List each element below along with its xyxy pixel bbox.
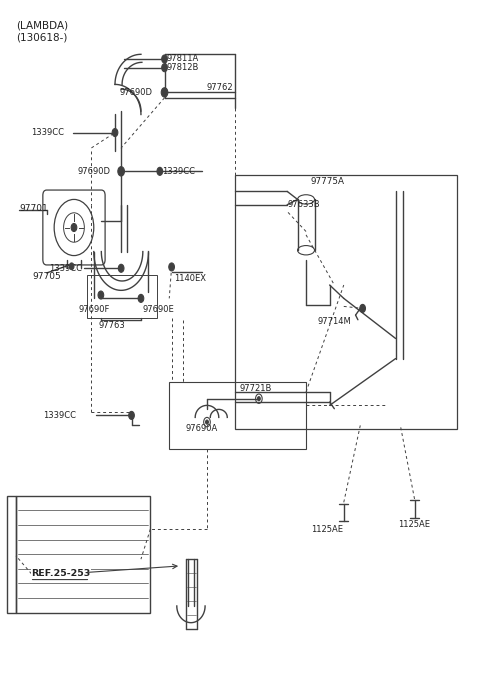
Text: 1125AE: 1125AE [398,520,430,529]
Circle shape [118,167,124,176]
Circle shape [98,291,104,299]
Bar [87,275,157,318]
Text: 97701: 97701 [19,204,48,213]
Circle shape [129,412,134,420]
Text: 1339CC: 1339CC [43,411,76,420]
Bar [16,496,150,613]
Text: (LAMBDA): (LAMBDA) [16,21,68,31]
Text: 1339CC: 1339CC [162,167,195,176]
Text: 97811A: 97811A [167,54,199,63]
Text: 97690F: 97690F [79,305,110,314]
Text: 97762: 97762 [207,83,234,91]
Circle shape [69,263,74,269]
Text: 97633B: 97633B [287,200,320,209]
Text: (130618-): (130618-) [16,33,67,43]
Circle shape [162,55,168,63]
Text: 1339CC: 1339CC [32,128,64,137]
Circle shape [112,129,118,137]
Ellipse shape [298,195,314,204]
Text: REF.25-253: REF.25-253 [32,569,91,578]
Text: 97721B: 97721B [240,384,272,393]
Circle shape [118,264,124,272]
Text: 97763: 97763 [98,321,125,330]
Text: 97775A: 97775A [311,177,345,186]
Text: 97690D: 97690D [77,167,110,176]
Text: 97705: 97705 [33,272,61,282]
Bar [8,496,16,613]
Circle shape [157,167,163,175]
Text: 1339CC: 1339CC [49,264,82,273]
Text: 1140EX: 1140EX [174,274,206,283]
Ellipse shape [298,246,314,255]
Circle shape [162,64,168,72]
Circle shape [161,88,168,97]
Circle shape [257,397,260,401]
Bar [169,382,306,449]
Circle shape [205,420,208,424]
Circle shape [169,263,174,271]
Circle shape [360,305,365,312]
Bar [235,175,457,429]
Circle shape [71,223,77,232]
Text: 97690E: 97690E [143,305,174,314]
Text: 97690A: 97690A [186,424,218,433]
Text: 97690D: 97690D [120,88,153,97]
Text: 97812B: 97812B [167,63,199,72]
Circle shape [138,294,144,303]
Text: 1125AE: 1125AE [311,525,343,533]
Text: 97714M: 97714M [318,318,351,326]
